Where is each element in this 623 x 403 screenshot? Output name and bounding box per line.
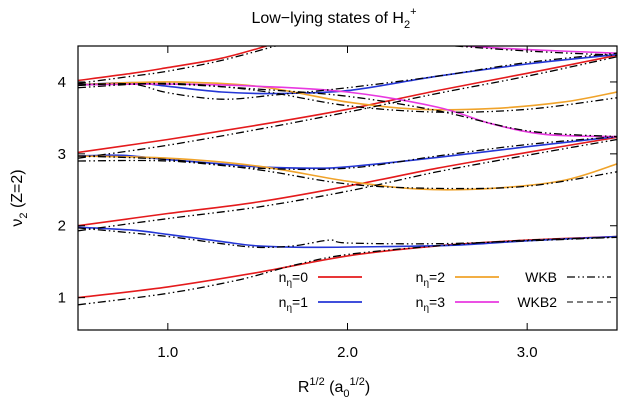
y-axis-label-base: ν bbox=[9, 219, 26, 227]
x-tick-label: 2.0 bbox=[337, 344, 358, 361]
series-line-wkb bbox=[78, 138, 617, 232]
chart-title-sup: + bbox=[410, 6, 416, 18]
y-axis-label: ν2 (Z=2) bbox=[9, 169, 30, 226]
series-line-n2 bbox=[78, 155, 617, 191]
y-tick-label: 2 bbox=[58, 218, 66, 235]
series-line-wkb bbox=[78, 56, 617, 159]
series-line-n0 bbox=[78, 235, 617, 299]
y-axis-label-rest: (Z=2) bbox=[9, 169, 26, 212]
y-axis-label-sub: 2 bbox=[18, 213, 30, 219]
plot-frame bbox=[77, 45, 618, 331]
chart-title-main: Low−lying states of H bbox=[251, 10, 404, 27]
x-axis-label-sub: 0 bbox=[343, 388, 349, 400]
legend-label-n0: nη=0 bbox=[279, 269, 309, 289]
series-line-n0 bbox=[78, 136, 617, 227]
y-tick-label: 4 bbox=[58, 74, 66, 91]
legend-label-wkb: WKB bbox=[525, 269, 557, 285]
legend-label-n3: nη=3 bbox=[416, 294, 446, 314]
x-axis-label-base: R bbox=[298, 379, 310, 396]
legend-label-n2: nη=2 bbox=[416, 269, 446, 289]
series-line-n0 bbox=[78, 46, 267, 82]
series-line-n1 bbox=[78, 226, 617, 249]
chart-title: Low−lying states of H2+ bbox=[251, 6, 416, 31]
series-line-wkb bbox=[78, 236, 617, 306]
series-line-n3 bbox=[78, 83, 617, 138]
legend-label-n1: nη=1 bbox=[279, 294, 309, 314]
series-line-wkb bbox=[78, 227, 617, 249]
legend-label-wkb2: WKB2 bbox=[517, 294, 557, 310]
y-tick-label: 3 bbox=[58, 146, 66, 163]
x-tick-label: 3.0 bbox=[517, 344, 538, 361]
series-line-wkb bbox=[78, 46, 276, 85]
x-axis-label-sup: 1/2 bbox=[309, 376, 324, 388]
x-axis-label: R1/2 (a01/2) bbox=[298, 376, 370, 400]
series-line-wkb bbox=[78, 135, 617, 171]
x-tick-label: 1.0 bbox=[157, 344, 178, 361]
x-axis-label-sup2: 1/2 bbox=[350, 376, 365, 388]
axis-ticks: 1.0 2.0 3.0 1 2 3 4 bbox=[58, 46, 617, 361]
y-tick-label: 1 bbox=[58, 290, 66, 307]
series-line-wkb bbox=[78, 82, 617, 113]
x-axis-label-close: ) bbox=[365, 379, 370, 396]
series-line-n0 bbox=[78, 54, 617, 154]
series-line-n2 bbox=[78, 81, 617, 111]
plot-area bbox=[78, 46, 617, 306]
x-axis-label-paren: (a bbox=[325, 379, 344, 396]
series-line-wkb bbox=[78, 155, 617, 190]
chart-title-sub: 2 bbox=[404, 19, 410, 31]
legend: nη=0 nη=1 nη=2 nη=3 WKB WKB2 bbox=[279, 269, 611, 314]
